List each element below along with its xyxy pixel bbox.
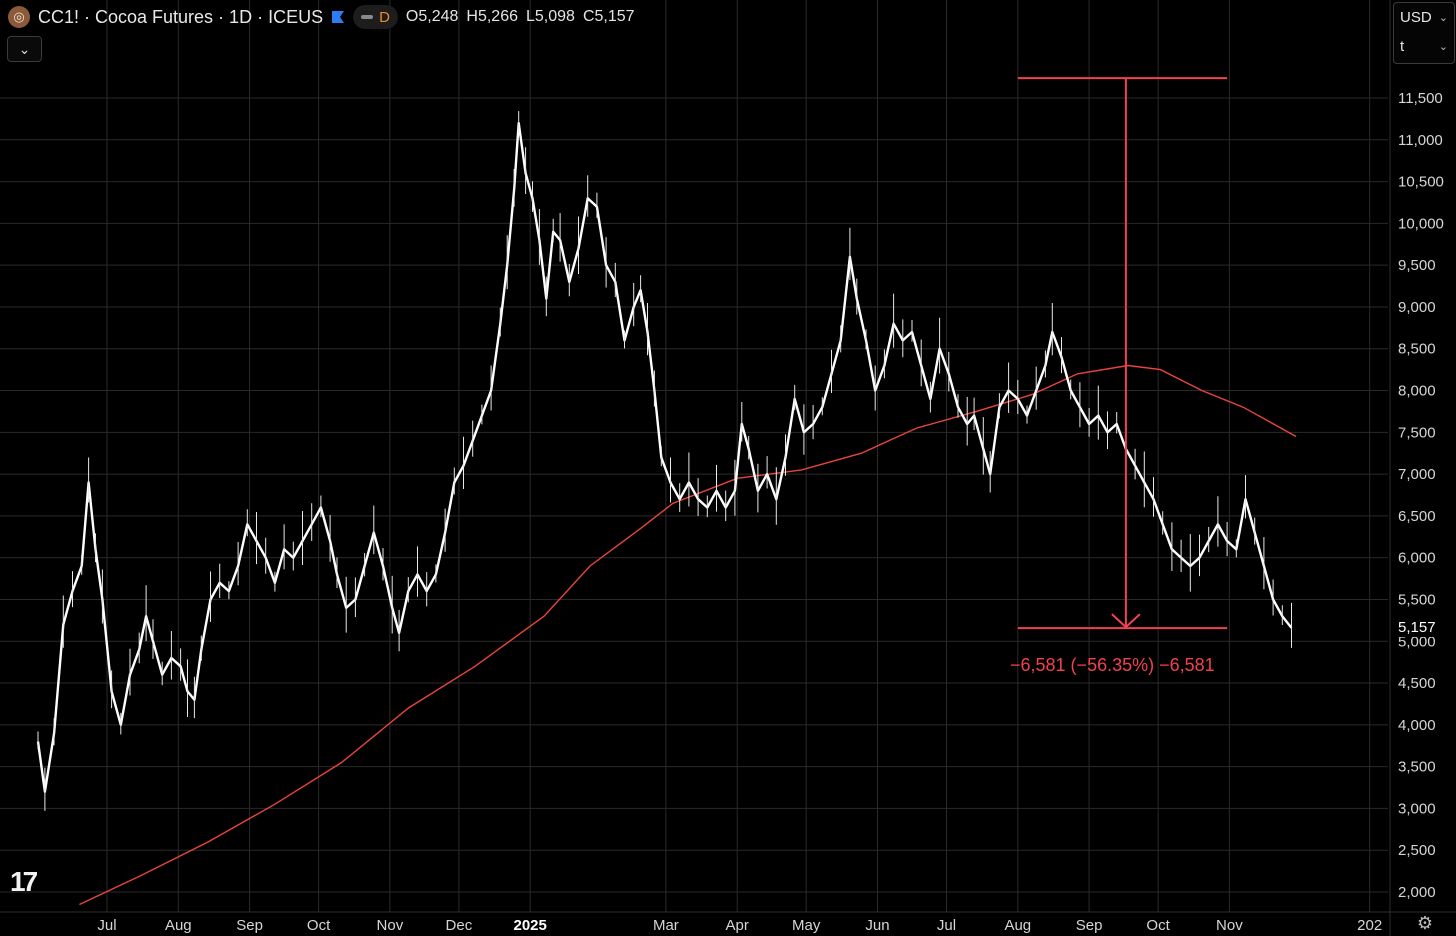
unit-label: t <box>1400 38 1405 55</box>
y-tick-label: 11,500 <box>1398 90 1443 107</box>
x-tick-label: Mar <box>653 917 679 934</box>
chevron-down-icon: ⌄ <box>1438 12 1448 24</box>
chevron-down-icon: ⌄ <box>18 40 31 57</box>
x-tick-label: Jul <box>937 917 956 934</box>
x-tick-label: May <box>792 917 821 934</box>
x-tick-label: Sep <box>1076 917 1103 934</box>
interval-badge: D <box>379 8 390 26</box>
x-tick-label: Jul <box>97 917 116 934</box>
x-tick-label: Jun <box>865 917 889 934</box>
y-tick-label: 10,500 <box>1398 174 1444 191</box>
y-tick-label: 10,000 <box>1398 215 1444 232</box>
dash-icon <box>361 15 374 19</box>
cocoa-logo-icon: ◎ <box>8 6 30 28</box>
x-tick-label: Nov <box>377 917 404 934</box>
ohlc-close: C5,157 <box>582 8 635 25</box>
currency-row[interactable]: USD ⌄ <box>1394 3 1454 32</box>
y-tick-label: 7,000 <box>1398 466 1436 483</box>
y-tick-label: 2,500 <box>1398 842 1436 859</box>
last-price-label: 5,157 <box>1394 619 1440 637</box>
y-tick-label: 6,500 <box>1398 508 1436 525</box>
interval-pill[interactable]: D <box>353 5 398 29</box>
x-tick-label: Aug <box>1004 917 1031 934</box>
currency-selector[interactable]: USD ⌄ t ⌄ <box>1393 2 1455 64</box>
ohlc-high: H5,266 <box>466 8 518 25</box>
x-tick-label: Aug <box>165 917 192 934</box>
y-tick-label: 3,000 <box>1398 800 1436 817</box>
symbol-title[interactable]: CC1! · Cocoa Futures · 1D · ICEUS <box>38 6 324 27</box>
y-tick-label: 4,000 <box>1398 717 1436 734</box>
y-tick-label: 4,500 <box>1398 675 1436 692</box>
x-tick-label: 2025 <box>514 917 547 934</box>
x-tick-label: Sep <box>236 917 263 934</box>
moving-average-line <box>79 364 1297 906</box>
y-tick-label: 9,500 <box>1398 257 1436 274</box>
y-tick-label: 8,000 <box>1398 383 1436 400</box>
chevron-down-icon: ⌄ <box>1438 41 1448 53</box>
y-tick-label: 3,500 <box>1398 759 1436 776</box>
y-tick-label: 9,000 <box>1398 299 1436 316</box>
y-tick-label: 5,000 <box>1398 633 1436 650</box>
tradingview-logo-icon[interactable]: 17 <box>10 866 38 897</box>
measure-arrow-head <box>1111 613 1141 629</box>
unit-row[interactable]: t ⌄ <box>1394 32 1454 61</box>
y-tick-label: 6,000 <box>1398 550 1436 567</box>
x-tick-label: Dec <box>446 917 473 934</box>
y-tick-label: 5,500 <box>1398 591 1436 608</box>
ohlc-low: L5,098 <box>526 8 575 25</box>
currency-label: USD <box>1400 9 1432 26</box>
measure-label: −6,581 (−56.35%) −6,581 <box>1010 655 1215 675</box>
x-tick-label: Nov <box>1216 917 1243 934</box>
x-tick-label: Oct <box>1146 917 1170 934</box>
collapse-legend-button[interactable]: ⌄ <box>7 36 42 62</box>
x-tick-label: Apr <box>726 917 749 934</box>
x-tick-label: Oct <box>307 917 331 934</box>
x-tick-label: 202 <box>1357 917 1382 934</box>
flag-icon[interactable] <box>331 10 345 24</box>
symbol-header: ◎ CC1! · Cocoa Futures · 1D · ICEUS D O5… <box>8 4 635 30</box>
ohlc-open: O5,248 <box>405 8 459 25</box>
y-tick-label: 11,000 <box>1398 132 1443 149</box>
settings-gear-icon[interactable]: ⚙ <box>1416 912 1434 933</box>
y-tick-label: 7,500 <box>1398 424 1436 441</box>
y-tick-label: 2,000 <box>1398 884 1436 901</box>
y-tick-label: 8,500 <box>1398 341 1436 358</box>
